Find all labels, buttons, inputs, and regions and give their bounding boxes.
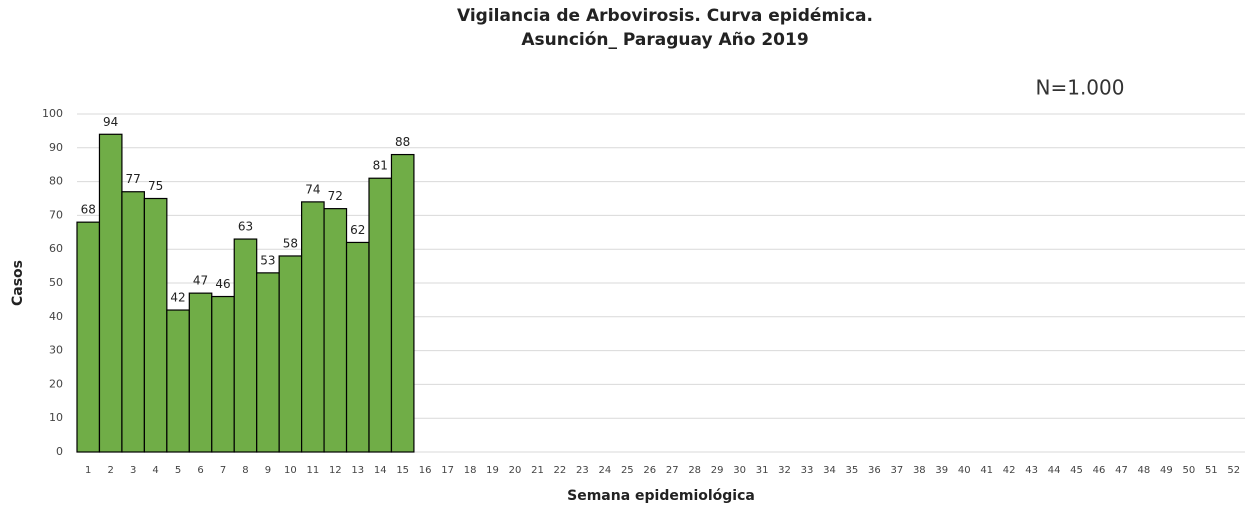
bar	[233, 238, 258, 453]
bar	[188, 292, 213, 453]
x-tick-label: 20	[509, 465, 522, 476]
bar	[143, 197, 168, 453]
bar	[390, 153, 415, 453]
bar	[121, 191, 145, 453]
x-tick-label: 2	[108, 465, 114, 476]
x-tick-label: 15	[396, 465, 409, 476]
x-tick-label: 24	[598, 465, 611, 476]
x-tick-label: 32	[778, 465, 791, 476]
data-label: 63	[238, 220, 253, 234]
x-tick-label: 51	[1205, 465, 1218, 476]
x-tick-label: 29	[711, 465, 724, 476]
x-tick-label: 46	[1093, 465, 1106, 476]
bar	[76, 221, 101, 453]
x-tick-label: 35	[846, 465, 859, 476]
x-tick-label: 23	[576, 465, 589, 476]
data-label: 77	[126, 172, 141, 186]
x-tick-label: 42	[1003, 465, 1016, 476]
chart-title: Vigilancia de Arbovirosis. Curva epidémi…	[457, 6, 873, 26]
x-tick-label: 49	[1160, 465, 1173, 476]
x-tick-label: 36	[868, 465, 881, 476]
data-label: 62	[350, 223, 365, 237]
x-tick-label: 18	[464, 465, 477, 476]
bar	[368, 177, 393, 453]
y-axis-title: Casos	[10, 260, 26, 306]
bar	[211, 295, 235, 453]
x-tick-label: 34	[823, 465, 836, 476]
x-axis-title: Semana epidemiológica	[567, 488, 755, 504]
x-tick-label: 14	[374, 465, 387, 476]
x-tick-label: 7	[220, 465, 226, 476]
y-tick-label: 20	[49, 377, 63, 390]
bar	[166, 309, 190, 453]
x-tick-label: 37	[890, 465, 903, 476]
data-label: 88	[395, 135, 410, 149]
x-tick-label: 8	[242, 465, 248, 476]
x-tick-label: 45	[1070, 465, 1083, 476]
x-tick-label: 48	[1138, 465, 1151, 476]
y-tick-label: 100	[42, 107, 63, 120]
x-tick-label: 28	[688, 465, 701, 476]
x-tick-label: 39	[935, 465, 948, 476]
x-tick-label: 13	[351, 465, 364, 476]
y-tick-label: 10	[49, 411, 63, 424]
chart-title: Asunción_ Paraguay Año 2019	[521, 30, 808, 50]
x-tick-label: 33	[801, 465, 814, 476]
data-label: 81	[373, 159, 388, 173]
data-label: 74	[305, 182, 320, 196]
x-tick-label: 12	[329, 465, 342, 476]
data-label: 75	[148, 179, 163, 193]
bar	[278, 255, 303, 453]
x-tick-label: 40	[958, 465, 971, 476]
x-tick-label: 9	[265, 465, 271, 476]
y-tick-label: 60	[49, 242, 63, 255]
data-label: 72	[328, 189, 343, 203]
x-tick-label: 11	[306, 465, 319, 476]
x-tick-label: 22	[554, 465, 567, 476]
data-label: 68	[81, 203, 96, 217]
y-tick-label: 30	[49, 344, 63, 357]
x-tick-label: 5	[175, 465, 181, 476]
data-label: 47	[193, 274, 208, 288]
x-tick-label: 4	[152, 465, 158, 476]
x-tick-label: 43	[1025, 465, 1038, 476]
bar	[98, 133, 123, 453]
x-tick-label: 52	[1227, 465, 1240, 476]
x-tick-label: 50	[1182, 465, 1195, 476]
x-tick-label: 44	[1048, 465, 1061, 476]
x-tick-label: 38	[913, 465, 926, 476]
data-label: 53	[260, 253, 275, 267]
bar	[345, 241, 370, 453]
y-tick-label: 70	[49, 208, 63, 221]
x-tick-label: 1	[85, 465, 91, 476]
bar	[256, 272, 280, 453]
y-tick-label: 50	[49, 276, 63, 289]
x-tick-label: 6	[197, 465, 203, 476]
y-tick-label: 40	[49, 310, 63, 323]
x-tick-label: 3	[130, 465, 136, 476]
x-tick-label: 27	[666, 465, 679, 476]
x-tick-label: 19	[486, 465, 499, 476]
x-tick-label: 41	[980, 465, 993, 476]
data-label: 58	[283, 236, 298, 250]
x-tick-label: 26	[643, 465, 656, 476]
y-tick-label: 0	[56, 445, 63, 458]
annotation: N=1.000	[1036, 76, 1125, 100]
bar	[323, 208, 348, 453]
data-label: 42	[170, 291, 185, 305]
x-tick-label: 21	[531, 465, 544, 476]
data-label: 46	[215, 277, 230, 291]
bar	[301, 201, 325, 453]
x-tick-label: 10	[284, 465, 297, 476]
x-tick-label: 25	[621, 465, 634, 476]
y-tick-label: 80	[49, 175, 63, 188]
x-tick-label: 16	[419, 465, 432, 476]
x-tick-label: 30	[733, 465, 746, 476]
x-tick-label: 17	[441, 465, 454, 476]
y-tick-label: 90	[49, 141, 63, 154]
data-label: 94	[103, 115, 118, 129]
x-tick-label: 31	[756, 465, 769, 476]
x-tick-label: 47	[1115, 465, 1128, 476]
